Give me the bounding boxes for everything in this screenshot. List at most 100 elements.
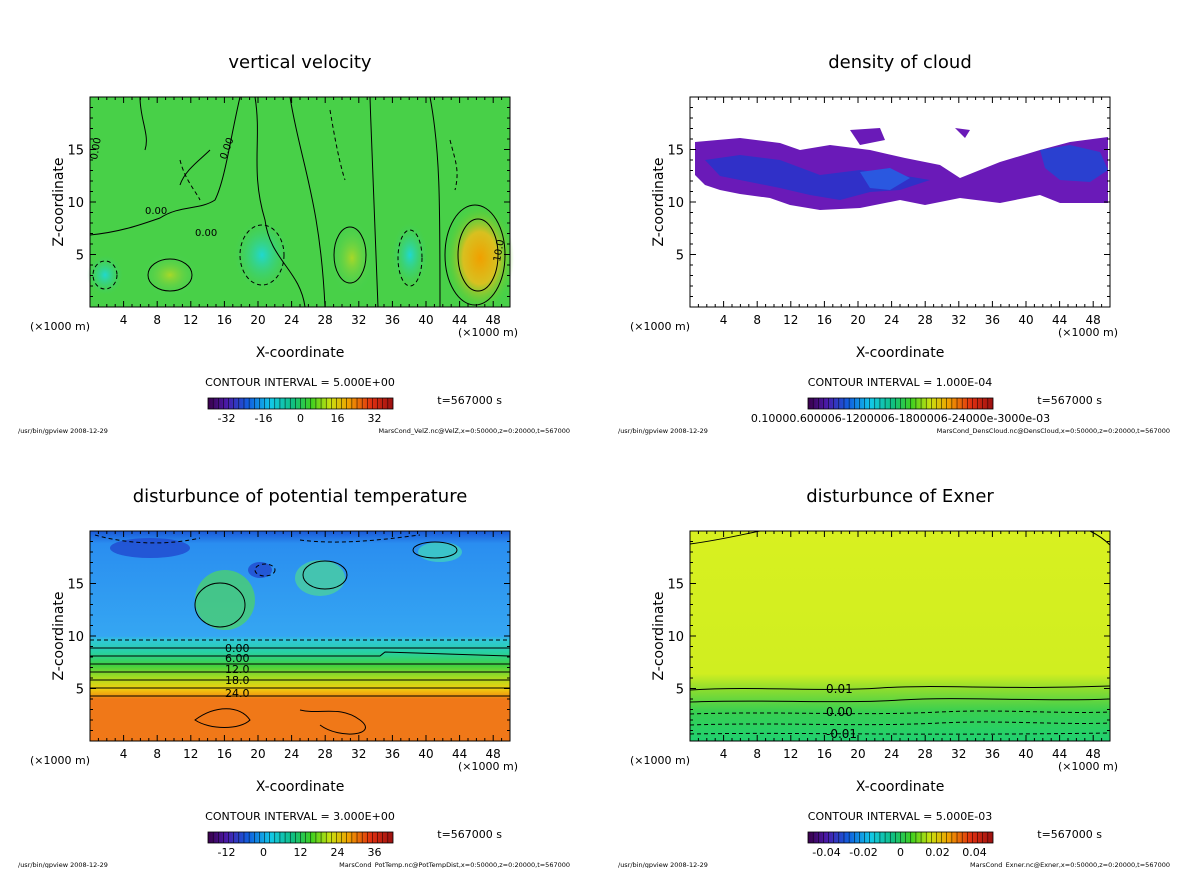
contour-label: 18.0 bbox=[225, 674, 250, 687]
x-tick-label: 4 bbox=[120, 313, 128, 327]
panel-vertical-velocity: vertical velocity bbox=[87, 52, 514, 310]
x-unit-right: (×1000 m) bbox=[458, 760, 518, 773]
z-axis-label: Z-coordinate bbox=[51, 157, 67, 246]
x-tick-label: 44 bbox=[452, 747, 467, 761]
plot-field bbox=[690, 531, 1110, 741]
z-tick-label: 15 bbox=[667, 144, 684, 159]
x-tick-label: 32 bbox=[351, 747, 366, 761]
x-tick-label: 12 bbox=[183, 313, 198, 327]
z-tick-label: 5 bbox=[76, 249, 84, 264]
contour-interval: CONTOUR INTERVAL = 3.000E+00 bbox=[205, 810, 395, 823]
x-tick-label: 12 bbox=[783, 313, 798, 327]
field-warmspot bbox=[142, 253, 198, 297]
x-tick-label: 32 bbox=[951, 313, 966, 327]
colorbar-tick-label: 16 bbox=[331, 412, 345, 425]
time-label: t=567000 s bbox=[1037, 828, 1102, 841]
z-tick-label: 10 bbox=[667, 196, 684, 211]
x-tick-label: 4 bbox=[720, 313, 728, 327]
z-tick-label: 10 bbox=[67, 196, 84, 211]
chart-title: vertical velocity bbox=[228, 52, 372, 73]
x-tick-label: 24 bbox=[884, 313, 899, 327]
contour-lines bbox=[689, 530, 1111, 703]
contour-label: 0.00 bbox=[195, 228, 217, 239]
z-tick-label: 10 bbox=[67, 630, 84, 645]
x-unit-right: (×1000 m) bbox=[1058, 760, 1118, 773]
x-tick-label: 16 bbox=[217, 313, 232, 327]
x-unit-left: (×1000 m) bbox=[30, 754, 90, 767]
x-unit-left: (×1000 m) bbox=[630, 754, 690, 767]
x-tick-label: 12 bbox=[183, 747, 198, 761]
x-tick-label: 48 bbox=[486, 313, 501, 327]
x-tick-label: 16 bbox=[217, 747, 232, 761]
x-tick-label: 8 bbox=[153, 313, 161, 327]
z-tick-label: 5 bbox=[676, 249, 684, 264]
x-axis-label: X-coordinate bbox=[856, 345, 945, 361]
x-tick-label: 24 bbox=[284, 747, 299, 761]
contour-label: 24.0 bbox=[225, 687, 250, 700]
colorbar-tick-label: 24 bbox=[331, 846, 345, 859]
x-tick-label: 20 bbox=[850, 747, 865, 761]
x-tick-label: 36 bbox=[985, 747, 1000, 761]
x-tick-label: 20 bbox=[250, 313, 265, 327]
x-tick-label: 32 bbox=[351, 313, 366, 327]
contour-labels: 0.01 0.00 -0.01 bbox=[826, 682, 857, 741]
x-tick-label: 28 bbox=[918, 313, 933, 327]
colorbar-tick-label: 0.10000.600006-1200006-1800006-24000e-30… bbox=[751, 412, 1050, 425]
footer-left: /usr/bin/gpview 2008-12-29 bbox=[618, 427, 708, 435]
contour-label: 0.00 bbox=[225, 642, 250, 655]
z-axis-label: Z-coordinate bbox=[651, 591, 667, 680]
panel-exner: disturbunce of Exner 0.01 0.00 -0.01 bbox=[689, 486, 1111, 742]
contour-lines-negative bbox=[92, 109, 458, 290]
colorbar-tick-label: 36 bbox=[368, 846, 382, 859]
x-axis-label: X-coordinate bbox=[256, 779, 345, 795]
x-tick-label: 16 bbox=[817, 313, 832, 327]
x-tick-label: 48 bbox=[1086, 747, 1101, 761]
x-tick-label: 44 bbox=[1052, 747, 1067, 761]
contour-labels: 0.00 6.00 12.0 18.0 24.0 bbox=[225, 642, 250, 700]
axes-layer: 4 8 12 16 20 24 28 32 36 40 44 4851015X-coordinateZ… bbox=[18, 97, 1170, 869]
x-unit-left: (×1000 m) bbox=[630, 320, 690, 333]
contour-label: 6.00 bbox=[225, 652, 250, 665]
x-tick-label: 28 bbox=[918, 747, 933, 761]
x-tick-label: 44 bbox=[452, 313, 467, 327]
colorbar-tick-label: 12 bbox=[294, 846, 308, 859]
footer-right: MarsCond_Exner.nc@Exner,x=0:50000,z=0:20… bbox=[970, 861, 1170, 868]
x-tick-label: 36 bbox=[985, 313, 1000, 327]
colorbar-tick-label: -12 bbox=[218, 846, 236, 859]
z-axis-label: Z-coordinate bbox=[651, 157, 667, 246]
contour-lines-negative bbox=[689, 710, 1111, 735]
x-unit-right: (×1000 m) bbox=[1058, 326, 1118, 339]
colorbar-tick-label: 32 bbox=[368, 412, 382, 425]
contour-label: 10.0 bbox=[492, 239, 507, 263]
z-tick-label: 5 bbox=[676, 683, 684, 698]
contour-label: 0.00 bbox=[826, 705, 853, 719]
chart-title: disturbunce of Exner bbox=[806, 486, 994, 507]
x-tick-label: 8 bbox=[753, 313, 761, 327]
x-tick-label: 16 bbox=[817, 747, 832, 761]
x-tick-label: 12 bbox=[783, 747, 798, 761]
contour-interval: CONTOUR INTERVAL = 5.000E+00 bbox=[205, 376, 395, 389]
x-tick-label: 8 bbox=[153, 747, 161, 761]
contour-interval: CONTOUR INTERVAL = 1.000E-04 bbox=[808, 376, 992, 389]
colorbar-tick-label: -0.04 bbox=[812, 846, 840, 859]
z-tick-label: 15 bbox=[667, 578, 684, 593]
contour-label: 0.01 bbox=[826, 682, 853, 696]
footer-left: /usr/bin/gpview 2008-12-29 bbox=[18, 861, 108, 868]
x-tick-label: 36 bbox=[385, 313, 400, 327]
x-tick-label: 48 bbox=[1086, 313, 1101, 327]
plot-field bbox=[690, 97, 1110, 307]
colorbar-tick-label: -16 bbox=[255, 412, 273, 425]
x-tick-label: 8 bbox=[753, 747, 761, 761]
footer-right: MarsCond_DensCloud.nc@DensCloud,x=0:5000… bbox=[937, 427, 1170, 435]
x-tick-label: 20 bbox=[250, 747, 265, 761]
footer-left: /usr/bin/gpview 2008-12-29 bbox=[618, 861, 708, 868]
z-tick-label: 15 bbox=[67, 144, 84, 159]
x-tick-label: 28 bbox=[318, 313, 333, 327]
x-tick-label: 48 bbox=[486, 747, 501, 761]
z-tick-label: 5 bbox=[76, 683, 84, 698]
colorbar-tick-label: 0 bbox=[260, 846, 267, 859]
x-unit-right: (×1000 m) bbox=[458, 326, 518, 339]
colorbar-tick-label: 0 bbox=[897, 846, 904, 859]
z-tick-label: 10 bbox=[667, 630, 684, 645]
